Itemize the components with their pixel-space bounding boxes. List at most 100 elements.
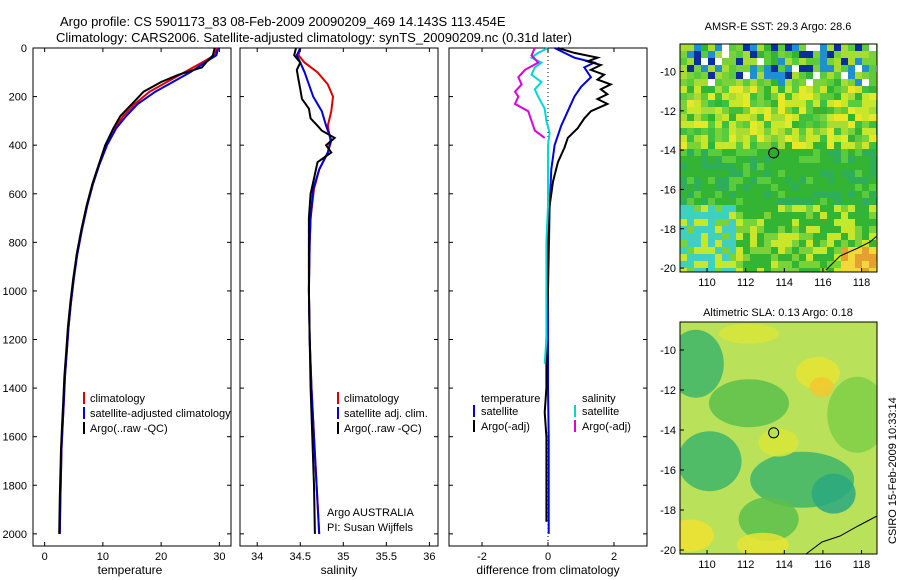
sst-grid-cell <box>694 240 701 247</box>
sst-grid-cell <box>729 128 736 135</box>
sst-grid-cell <box>799 219 806 226</box>
sst-grid-cell <box>764 79 771 86</box>
sst-grid-cell <box>820 240 827 247</box>
sst-grid-cell <box>694 107 701 114</box>
sst-grid-cell <box>722 149 729 156</box>
sst-grid-cell <box>736 226 743 233</box>
sst-grid-cell <box>848 163 855 170</box>
sst-grid-cell <box>764 240 771 247</box>
sst-grid-cell <box>771 226 778 233</box>
sst-grid-cell <box>806 198 813 205</box>
sst-grid-cell <box>841 44 848 51</box>
sst-grid-cell <box>743 72 750 79</box>
sst-grid-cell <box>715 254 722 261</box>
sst-grid-cell <box>722 44 729 51</box>
sst-grid-cell <box>750 261 757 268</box>
sst-grid-cell <box>771 65 778 72</box>
sst-grid-cell <box>687 156 694 163</box>
sst-grid-cell <box>757 247 764 254</box>
map-x-tick-label: 118 <box>853 559 871 571</box>
sst-grid-cell <box>750 198 757 205</box>
sst-grid-cell <box>792 254 799 261</box>
sst-grid-cell <box>792 79 799 86</box>
sst-grid-cell <box>694 100 701 107</box>
sst-grid-cell <box>862 51 869 58</box>
sst-grid-cell <box>694 254 701 261</box>
sst-grid-cell <box>820 261 827 268</box>
map-y-tick-label: -10 <box>660 67 676 79</box>
sst-grid-cell <box>862 100 869 107</box>
sst-grid-cell <box>722 72 729 79</box>
sst-grid-cell <box>813 58 820 65</box>
sst-grid-cell <box>764 107 771 114</box>
sst-grid-cell <box>680 156 687 163</box>
sst-grid-cell <box>834 93 841 100</box>
sst-grid-cell <box>743 44 750 51</box>
sst-grid-cell <box>841 191 848 198</box>
sst-grid-cell <box>722 191 729 198</box>
sst-grid-cell <box>785 233 792 240</box>
sst-grid-cell <box>848 65 855 72</box>
sst-grid-cell <box>743 247 750 254</box>
sst-grid-cell <box>785 65 792 72</box>
sst-grid-cell <box>820 233 827 240</box>
sst-grid-cell <box>820 114 827 121</box>
sst-grid-cell <box>729 86 736 93</box>
sst-grid-cell <box>792 177 799 184</box>
sst-grid-cell <box>680 219 687 226</box>
sst-grid-cell <box>806 233 813 240</box>
sst-grid-cell <box>764 58 771 65</box>
sst-grid-cell <box>834 135 841 142</box>
sst-grid-cell <box>771 219 778 226</box>
sst-grid-cell <box>841 114 848 121</box>
sst-grid-cell <box>680 128 687 135</box>
sst-grid-cell <box>792 128 799 135</box>
sst-grid-cell <box>792 233 799 240</box>
sst-grid-cell <box>813 184 820 191</box>
sst-grid-cell <box>743 226 750 233</box>
sst-grid-cell <box>715 135 722 142</box>
legend-label-argo: Argo(..raw -QC) <box>90 423 168 435</box>
sst-grid-cell <box>771 121 778 128</box>
sst-grid-cell <box>771 268 778 272</box>
sst-grid-cell <box>764 226 771 233</box>
sst-grid-cell <box>841 121 848 128</box>
sst-grid-cell <box>834 212 841 219</box>
sst-grid-cell <box>687 233 694 240</box>
sst-grid-cell <box>764 261 771 268</box>
sst-grid-cell <box>708 261 715 268</box>
sst-grid-cell <box>750 128 757 135</box>
sst-grid-cell <box>764 100 771 107</box>
map-x-tick-label: 110 <box>698 559 716 571</box>
sst-grid-cell <box>757 156 764 163</box>
sst-grid-cell <box>771 240 778 247</box>
sst-grid-cell <box>785 114 792 121</box>
sst-grid-cell <box>771 135 778 142</box>
sst-grid-cell <box>848 142 855 149</box>
sst-grid-cell <box>687 240 694 247</box>
sst-grid-cell <box>827 149 834 156</box>
sst-grid-cell <box>680 93 687 100</box>
sst-grid-cell <box>701 163 708 170</box>
sst-grid-cell <box>806 268 813 272</box>
sst-grid-cell <box>848 86 855 93</box>
sst-grid-cell <box>736 114 743 121</box>
sst-grid-cell <box>743 205 750 212</box>
sst-grid-cell <box>785 72 792 79</box>
sst-grid-cell <box>743 163 750 170</box>
x-tick-label: 35.5 <box>376 551 397 563</box>
sst-grid-cell <box>680 240 687 247</box>
sst-grid-cell <box>701 191 708 198</box>
sst-grid-cell <box>750 142 757 149</box>
sst-grid-cell <box>750 184 757 191</box>
sst-grid-cell <box>827 72 834 79</box>
sst-grid-cell <box>771 156 778 163</box>
sst-grid-cell <box>701 184 708 191</box>
sst-grid-cell <box>792 121 799 128</box>
sst-grid-cell <box>778 184 785 191</box>
sst-grid-cell <box>792 156 799 163</box>
sst-grid-cell <box>722 51 729 58</box>
sst-grid-cell <box>694 135 701 142</box>
sst-grid-cell <box>869 44 876 51</box>
sst-grid-cell <box>771 205 778 212</box>
